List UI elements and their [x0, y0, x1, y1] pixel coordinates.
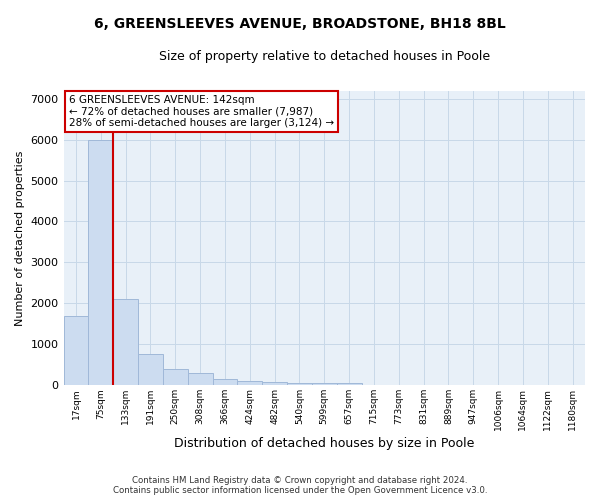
Title: Size of property relative to detached houses in Poole: Size of property relative to detached ho…: [159, 50, 490, 63]
Bar: [88, 140, 113, 385]
Bar: [337, 384, 362, 385]
Bar: [188, 373, 212, 385]
Bar: [238, 380, 262, 385]
Bar: [64, 316, 88, 385]
X-axis label: Distribution of detached houses by size in Poole: Distribution of detached houses by size …: [174, 437, 475, 450]
Text: 6 GREENSLEEVES AVENUE: 142sqm
← 72% of detached houses are smaller (7,987)
28% o: 6 GREENSLEEVES AVENUE: 142sqm ← 72% of d…: [69, 95, 334, 128]
Bar: [163, 369, 188, 385]
Bar: [262, 382, 287, 385]
Bar: [312, 383, 337, 385]
Y-axis label: Number of detached properties: Number of detached properties: [15, 150, 25, 326]
Bar: [212, 378, 238, 385]
Text: Contains HM Land Registry data © Crown copyright and database right 2024.
Contai: Contains HM Land Registry data © Crown c…: [113, 476, 487, 495]
Bar: [138, 354, 163, 385]
Bar: [113, 299, 138, 385]
Bar: [287, 383, 312, 385]
Text: 6, GREENSLEEVES AVENUE, BROADSTONE, BH18 8BL: 6, GREENSLEEVES AVENUE, BROADSTONE, BH18…: [94, 18, 506, 32]
